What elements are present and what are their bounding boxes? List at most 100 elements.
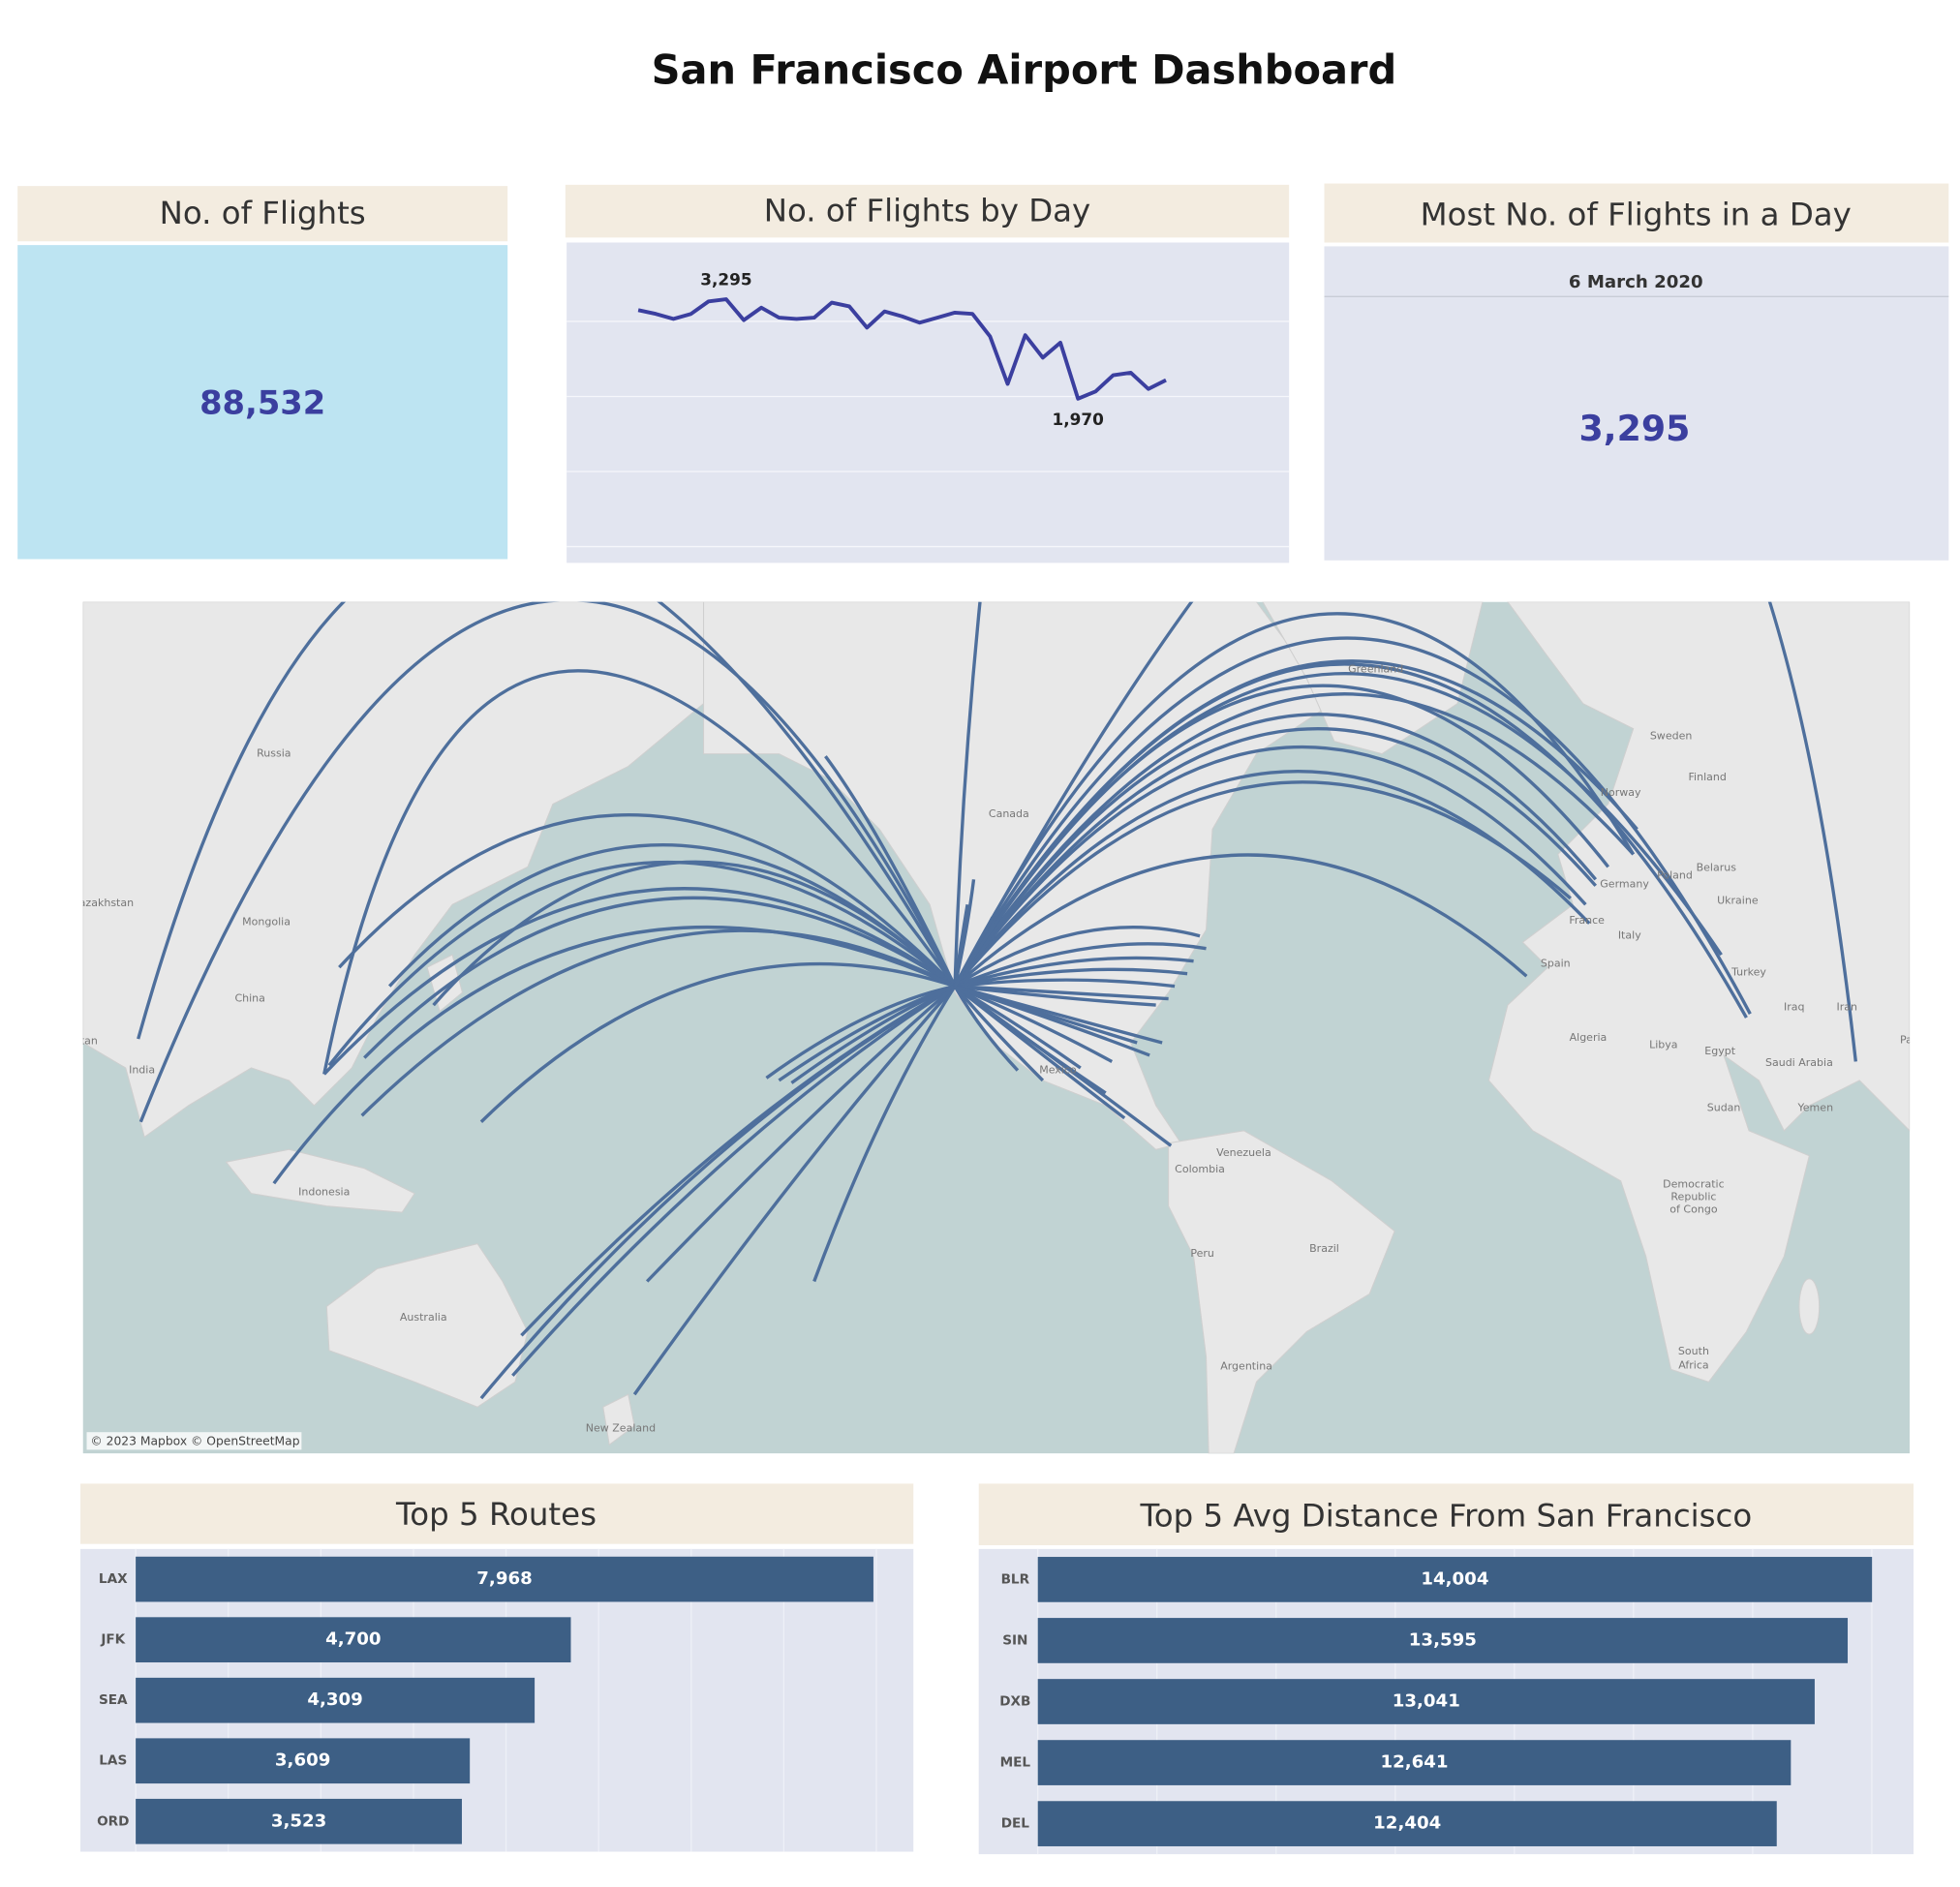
bar — [136, 1677, 536, 1723]
data-label: 14,004 — [1421, 1568, 1488, 1589]
flight-route — [790, 985, 956, 1084]
map-label: Greenland — [1348, 663, 1403, 676]
kpi-value: 88,532 — [199, 383, 325, 421]
map-label: Pakistan — [1900, 1033, 1945, 1046]
flight-route — [954, 967, 1188, 989]
map-label: Ukraine — [1717, 894, 1759, 906]
card-title: No. of Flights — [160, 195, 366, 231]
data-label: 1,970 — [1053, 410, 1104, 429]
map-label: Sudan — [1707, 1101, 1741, 1113]
y-tick-label: LAX — [99, 1571, 128, 1587]
map-label: India — [129, 1064, 155, 1077]
map-label: Argentina — [1220, 1360, 1272, 1373]
map-label: Republic — [1670, 1191, 1716, 1203]
flight-route — [812, 985, 957, 1283]
chart-header — [978, 1483, 1914, 1545]
flight-route — [954, 985, 1082, 1070]
chart-header — [565, 184, 1290, 238]
data-label: 13,595 — [1409, 1629, 1477, 1650]
map-label: Peru — [1190, 1247, 1214, 1260]
y-tick-label: LAS — [99, 1753, 127, 1769]
flight-route — [511, 985, 956, 1377]
kpi-date: 6 March 2020 — [1569, 272, 1703, 292]
flight-route — [953, 612, 1636, 988]
map-label: Turkey — [1730, 965, 1766, 978]
flight-route — [954, 985, 1173, 1147]
map-label: Sweden — [1650, 729, 1693, 742]
bar — [1037, 1557, 1873, 1602]
map-label: Russia — [257, 747, 291, 760]
map-label: Pakistan — [53, 1035, 98, 1048]
flight-route — [272, 925, 956, 1185]
flight-route — [954, 956, 1194, 989]
card-title: Most No. of Flights in a Day — [1421, 196, 1852, 232]
data-label: 4,309 — [307, 1689, 362, 1710]
map-label: Iran — [1836, 1001, 1857, 1014]
map-label: Democratic — [1663, 1178, 1725, 1191]
map-label: Egypt — [1704, 1045, 1735, 1057]
flight-route — [824, 755, 957, 988]
chart-title: No. of Flights by Day — [764, 192, 1091, 228]
data-label: 3,295 — [700, 270, 751, 289]
flight-route — [953, 985, 1020, 1072]
y-tick-label: MEL — [1000, 1755, 1031, 1771]
map-label: Finland — [1689, 771, 1727, 783]
attribution-bg — [86, 1432, 302, 1450]
flight-route — [954, 985, 1114, 1063]
map-label: Mexico — [1039, 1064, 1077, 1077]
map-label: France — [1569, 914, 1605, 927]
line — [637, 297, 1167, 401]
flight-route — [765, 984, 956, 1080]
card-body — [17, 245, 508, 560]
map-label: Saudi Arabia — [1765, 1056, 1833, 1069]
chart-title: Top 5 Routes — [395, 1496, 597, 1533]
map-label: Venezuela — [1216, 1146, 1271, 1159]
flight-routes — [137, 601, 1857, 1400]
flight-route — [138, 601, 957, 1123]
flight-route — [137, 601, 957, 1040]
flight-route — [953, 713, 1598, 988]
map-label: Iraq — [1784, 1001, 1805, 1014]
y-tick-label: JFK — [100, 1632, 125, 1648]
map-label: Australia — [400, 1311, 447, 1324]
flight-route — [954, 985, 1150, 1057]
map-label: Italy — [1618, 929, 1641, 942]
flight-route — [322, 669, 957, 1075]
flight-route — [953, 601, 1857, 1062]
flight-route — [953, 745, 1587, 988]
y-tick-label: SIN — [1002, 1632, 1027, 1648]
chart-body — [567, 242, 1290, 563]
map-label: Norway — [1601, 786, 1641, 799]
map-label: China — [234, 992, 264, 1005]
flight-route — [954, 942, 1207, 989]
flight-route — [953, 684, 1610, 988]
map-label: Germany — [1600, 878, 1649, 891]
map-label: of Congo — [1669, 1203, 1718, 1216]
flight-route — [953, 636, 1752, 1015]
flight-route — [953, 985, 1045, 1082]
data-label: 3,609 — [275, 1750, 330, 1771]
bar — [1037, 1679, 1815, 1724]
bar — [136, 1617, 571, 1663]
map-label: Poland — [1657, 868, 1693, 881]
bar — [1037, 1740, 1792, 1785]
flight-route — [953, 601, 982, 987]
flight-route — [363, 896, 956, 1059]
map-label: Libya — [1649, 1039, 1677, 1051]
flight-route — [360, 928, 956, 1117]
bar — [136, 1556, 873, 1602]
data-label: 13,041 — [1393, 1691, 1460, 1712]
map-label: Canada — [989, 807, 1029, 820]
data-label: 3,523 — [271, 1811, 326, 1831]
bar — [136, 1738, 471, 1784]
dashboard-title: San Francisco Airport Dashboard — [652, 46, 1397, 93]
flight-route — [953, 662, 1748, 1019]
map-label: Algeria — [1570, 1031, 1608, 1044]
bar — [1037, 1618, 1849, 1663]
y-tick-label: ORD — [97, 1813, 129, 1829]
flight-route — [338, 813, 957, 988]
map-label: Brazil — [1309, 1242, 1339, 1255]
map-label: Colombia — [1175, 1163, 1225, 1175]
flight-route — [632, 985, 957, 1396]
data-label: 12,404 — [1373, 1813, 1441, 1834]
